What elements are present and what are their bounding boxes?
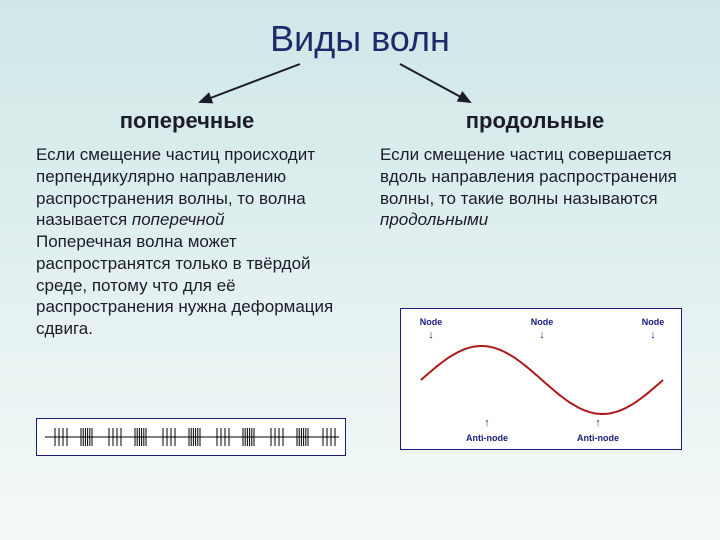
- longitudinal-wave-svg: [37, 418, 345, 456]
- up-arrow-icon: ↑: [479, 417, 495, 429]
- down-arrow-icon: ↓: [423, 329, 439, 341]
- node-label: Node: [633, 317, 673, 327]
- desc-transverse-post: Поперечная волна может распространятся т…: [36, 232, 333, 338]
- antinode-label: Anti-node: [457, 433, 517, 443]
- antinode-label: Anti-node: [568, 433, 628, 443]
- desc-transverse-em: поперечной: [132, 210, 225, 229]
- branch-arrows: [0, 62, 720, 112]
- subtitle-longitudinal: продольные: [380, 108, 690, 134]
- node-label: Node: [411, 317, 451, 327]
- desc-longitudinal-em: продольными: [380, 210, 488, 229]
- page-title: Виды волн: [0, 0, 720, 60]
- desc-longitudinal: Если смещение частиц совершается вдоль н…: [380, 144, 690, 231]
- up-arrow-icon: ↑: [590, 417, 606, 429]
- down-arrow-icon: ↓: [645, 329, 661, 341]
- subtitle-transverse: поперечные: [36, 108, 338, 134]
- desc-longitudinal-pre: Если смещение частиц совершается вдоль н…: [380, 145, 677, 208]
- transverse-wave-diagram: Node ↓ Node ↓ Node ↓ ↑ Anti-node ↑ Anti-node: [400, 308, 682, 450]
- column-longitudinal: продольные Если смещение частиц совершае…: [360, 108, 720, 340]
- desc-transverse: Если смещение частиц происходит перпенди…: [36, 144, 338, 340]
- down-arrow-icon: ↓: [534, 329, 550, 341]
- longitudinal-wave-diagram: [36, 418, 346, 456]
- column-transverse: поперечные Если смещение частиц происход…: [0, 108, 360, 340]
- node-label: Node: [522, 317, 562, 327]
